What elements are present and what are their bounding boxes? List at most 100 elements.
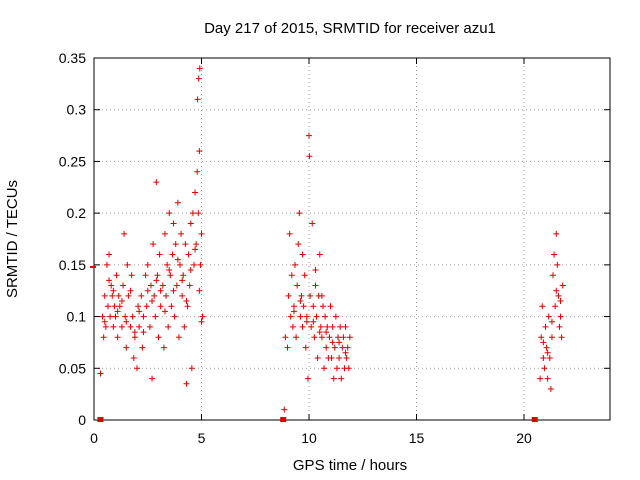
data-point (342, 323, 349, 330)
data-point (307, 292, 314, 299)
data-point (196, 148, 203, 155)
y-tick-label: 0.15 (59, 257, 86, 273)
data-point (337, 323, 344, 330)
data-point (556, 323, 563, 330)
data-point (324, 323, 331, 330)
plot-frame (93, 57, 611, 421)
data-point (313, 313, 320, 320)
data-point (546, 354, 553, 361)
data-point (312, 282, 319, 289)
data-point (128, 272, 135, 279)
data-point (127, 287, 134, 294)
x-tick-label: 20 (516, 430, 532, 446)
data-point (121, 230, 128, 237)
data-point (110, 323, 117, 330)
data-point (306, 153, 313, 160)
data-point (336, 354, 343, 361)
data-point (152, 313, 159, 320)
data-point (114, 334, 121, 341)
data-point (187, 267, 194, 274)
data-point (541, 365, 548, 372)
data-point (542, 323, 549, 330)
data-point (297, 298, 304, 305)
data-point (321, 365, 328, 372)
data-point (143, 303, 150, 310)
flag-markers (90, 265, 538, 422)
data-point (198, 318, 205, 325)
data-point (181, 323, 188, 330)
data-point (149, 375, 156, 382)
data-point (135, 303, 142, 310)
data-point (317, 323, 324, 330)
data-point (192, 246, 199, 253)
y-tick-label: 0.3 (67, 102, 87, 118)
data-point (554, 261, 561, 268)
data-point (118, 298, 125, 305)
data-point (553, 230, 560, 237)
data-point (131, 329, 138, 336)
data-point (163, 292, 170, 299)
data-point (118, 323, 125, 330)
data-point (179, 292, 186, 299)
data-point (107, 313, 114, 320)
data-point (182, 241, 189, 248)
data-point (297, 313, 304, 320)
data-point (540, 339, 547, 346)
data-point (343, 354, 350, 361)
data-point (157, 287, 164, 294)
data-point (189, 210, 196, 217)
data-point (558, 334, 565, 341)
data-point (198, 230, 205, 237)
data-point (195, 75, 202, 82)
x-axis-title: GPS time / hours (293, 457, 407, 474)
data-point (319, 303, 326, 310)
data-point (295, 241, 302, 248)
data-point (193, 241, 200, 248)
data-point (289, 323, 296, 330)
data-point (115, 292, 122, 299)
data-point (345, 365, 352, 372)
data-point (281, 406, 288, 413)
data-point (196, 65, 203, 72)
data-point (340, 334, 347, 341)
data-point (557, 298, 564, 305)
data-point (309, 220, 316, 227)
data-point (177, 261, 183, 268)
data-point (344, 344, 351, 351)
data-point (173, 282, 180, 289)
data-point (301, 272, 308, 279)
data-point (166, 267, 173, 274)
data-point (195, 210, 202, 217)
data-point (330, 375, 337, 382)
data-point (538, 334, 545, 341)
data-point (160, 344, 167, 351)
data-point (184, 303, 191, 310)
data-point (183, 298, 190, 305)
data-point (144, 287, 151, 294)
data-point (153, 277, 160, 284)
data-point (170, 220, 177, 227)
y-tick-label: 0.05 (59, 360, 86, 376)
data-point (290, 303, 297, 310)
data-point (552, 303, 559, 310)
data-point (146, 323, 153, 330)
data-point (194, 168, 201, 175)
data-point (170, 287, 177, 294)
data-point (161, 230, 168, 237)
data-point (298, 292, 305, 299)
data-point (306, 132, 312, 139)
data-point (108, 282, 115, 289)
x-tick-label: 15 (409, 430, 425, 446)
data-point (544, 375, 551, 382)
data-point (310, 318, 317, 325)
data-point (323, 344, 330, 351)
data-point (97, 370, 104, 377)
data-point (123, 318, 130, 325)
data-point (545, 313, 552, 320)
x-tick-label: 10 (301, 430, 317, 446)
y-tick-label: 0.25 (59, 153, 86, 169)
data-point (285, 292, 292, 299)
data-point (294, 282, 301, 289)
data-point (197, 261, 204, 268)
